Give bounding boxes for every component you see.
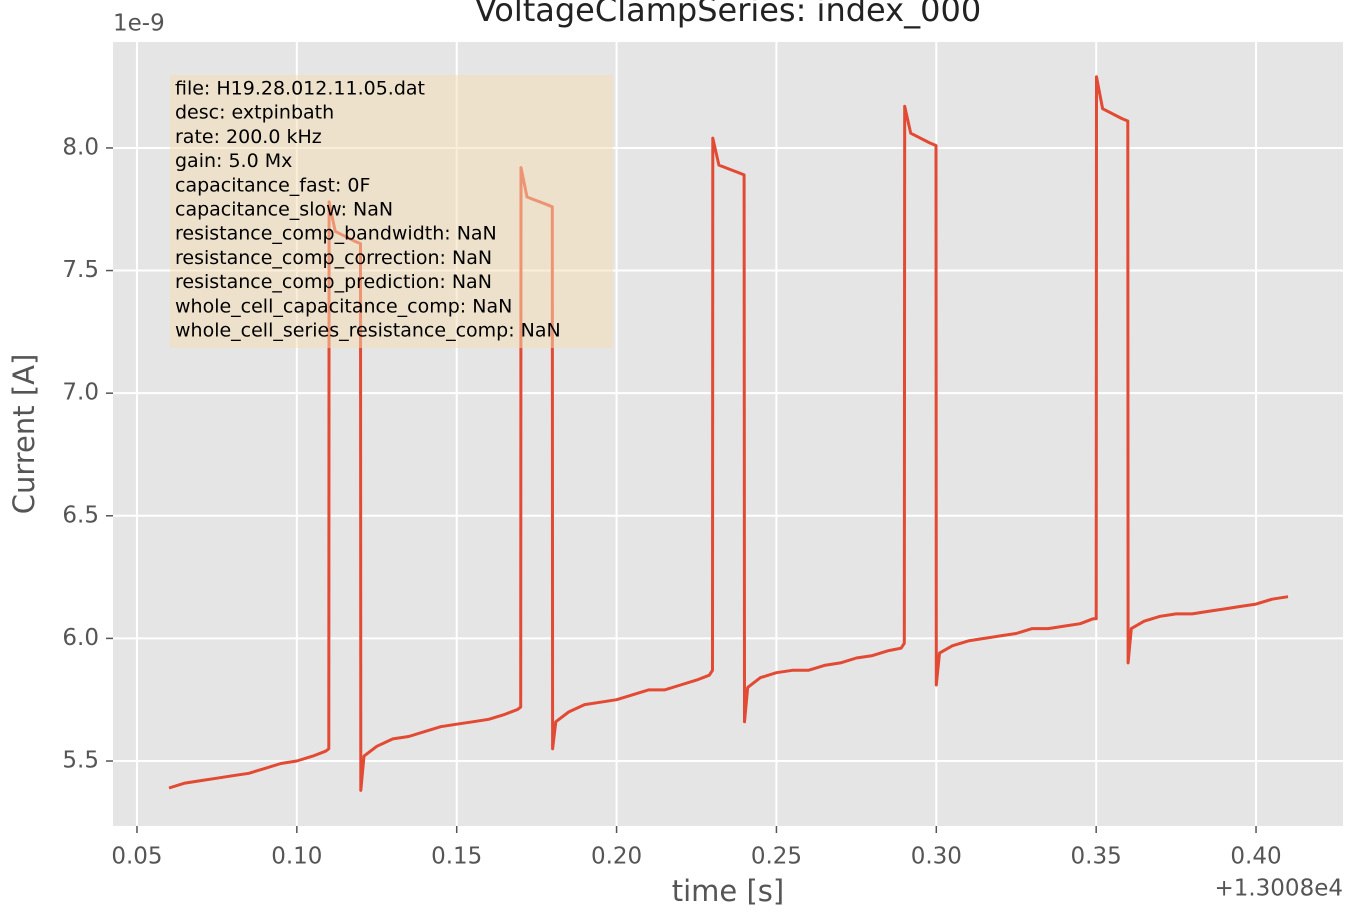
text-box-line: whole_cell_series_resistance_comp: NaN [175, 320, 561, 342]
y-tick-label: 6.0 [62, 625, 99, 651]
y-tick-label: 7.0 [62, 380, 99, 406]
x-tick-label: 0.25 [751, 844, 802, 870]
y-tick-label: 6.5 [62, 502, 99, 528]
y-axis-label: Current [A] [7, 354, 41, 515]
text-box-line: resistance_comp_correction: NaN [175, 247, 492, 269]
chart-title: VoltageClampSeries: index_000 [475, 0, 981, 29]
text-box [170, 75, 613, 348]
text-box-line: desc: extpinbath [175, 102, 334, 124]
text-box-line: resistance_comp_bandwidth: NaN [175, 223, 497, 245]
y-tick-label: 5.5 [62, 748, 99, 774]
text-box-line: file: H19.28.012.11.05.dat [175, 78, 425, 100]
x-tick-label: 0.15 [431, 844, 482, 870]
x-axis-label: time [s] [672, 874, 784, 908]
data-line [168, 75, 1289, 792]
y-tick-label: 7.5 [62, 257, 99, 283]
x-offset-text: +1.3008e4 [1214, 876, 1343, 902]
x-tick-label: 0.35 [1071, 844, 1122, 870]
text-box-line: capacitance_fast: 0F [175, 174, 370, 196]
text-box-line: capacitance_slow: NaN [175, 199, 393, 221]
x-tick-label: 0.20 [591, 844, 642, 870]
text-box-line: gain: 5.0 Mx [175, 150, 292, 172]
x-tick-label: 0.05 [111, 844, 162, 870]
x-tick-label: 0.40 [1230, 844, 1281, 870]
y-offset-text: 1e-9 [113, 11, 165, 37]
y-tick-label: 8.0 [62, 134, 99, 160]
x-tick-label: 0.30 [911, 844, 962, 870]
text-box-line: whole_cell_capacitance_comp: NaN [175, 295, 512, 317]
x-tick-label: 0.10 [271, 844, 322, 870]
text-box-line: rate: 200.0 kHz [175, 126, 322, 148]
text-box-line: resistance_comp_prediction: NaN [175, 271, 492, 293]
